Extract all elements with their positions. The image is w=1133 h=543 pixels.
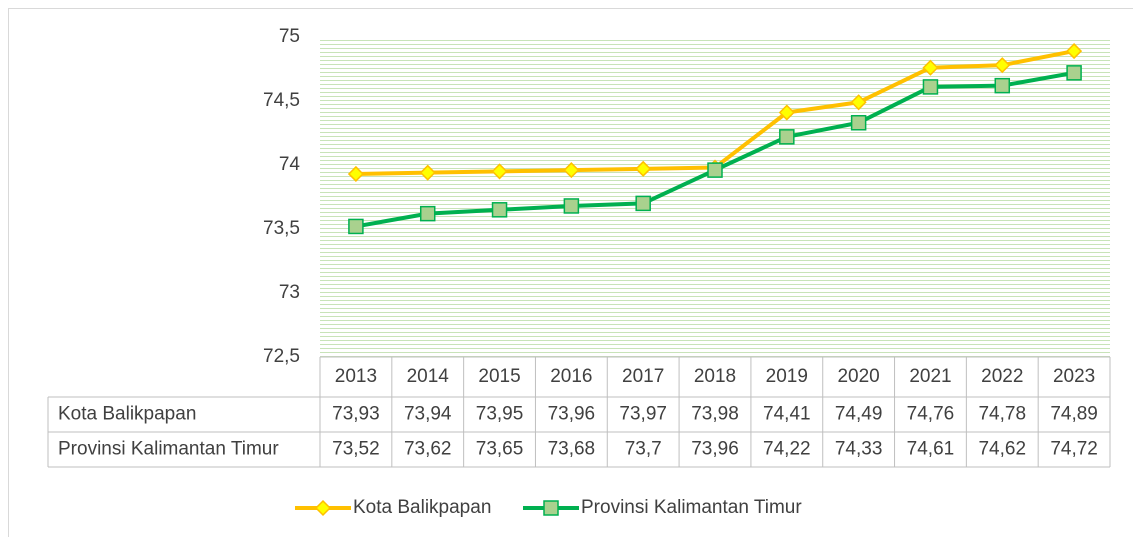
table-value: 73,62 [404,439,452,460]
x-tick-label: 2017 [622,366,664,387]
data-point [421,207,435,221]
table-value: 73,95 [476,404,524,425]
data-point [1067,66,1081,80]
data-point [493,203,507,217]
table-value: 73,96 [691,439,739,460]
table-value: 74,78 [978,404,1026,425]
legend-marker [544,501,558,515]
table-value: 73,65 [476,439,524,460]
table-value: 74,22 [763,439,811,460]
table-value: 73,68 [548,439,596,460]
data-point [852,116,866,130]
table-value: 74,61 [907,439,955,460]
table-value: 73,93 [332,404,380,425]
table-value: 73,97 [619,404,667,425]
x-tick-label: 2018 [694,366,736,387]
x-tick-label: 2022 [981,366,1023,387]
x-tick-label: 2016 [550,366,592,387]
table-value: 74,41 [763,404,811,425]
y-tick-label: 74 [279,154,301,175]
legend-label: Kota Balikpapan [353,497,491,518]
data-point [923,80,937,94]
table-series-name: Kota Balikpapan [58,404,196,425]
y-tick-label: 74,5 [263,90,300,111]
x-tick-label: 2014 [407,366,450,387]
table-series-name: Provinsi Kalimantan Timur [58,439,279,460]
table-value: 73,7 [625,439,662,460]
x-tick-label: 2013 [335,366,377,387]
legend-marker [316,501,330,515]
x-tick-label: 2020 [837,366,879,387]
table-value: 74,33 [835,439,883,460]
data-point [708,163,722,177]
table-value: 74,72 [1050,439,1098,460]
y-tick-label: 73 [279,282,300,303]
data-point [780,130,794,144]
table-value: 73,94 [404,404,452,425]
x-tick-label: 2019 [766,366,808,387]
x-tick-label: 2021 [909,366,951,387]
x-tick-label: 2023 [1053,366,1095,387]
legend-label: Provinsi Kalimantan Timur [581,497,802,518]
table-value: 73,96 [548,404,596,425]
y-tick-label: 72,5 [263,346,300,367]
y-tick-label: 73,5 [263,218,300,239]
table-value: 74,62 [978,439,1026,460]
table-value: 73,98 [691,404,739,425]
table-value: 74,49 [835,404,883,425]
table-value: 73,52 [332,439,380,460]
data-point [995,79,1009,93]
data-point [564,199,578,213]
y-tick-label: 75 [279,26,300,47]
x-tick-label: 2015 [478,366,520,387]
data-point [349,219,363,233]
table-value: 74,89 [1050,404,1098,425]
data-point [636,196,650,210]
table-value: 74,76 [907,404,955,425]
